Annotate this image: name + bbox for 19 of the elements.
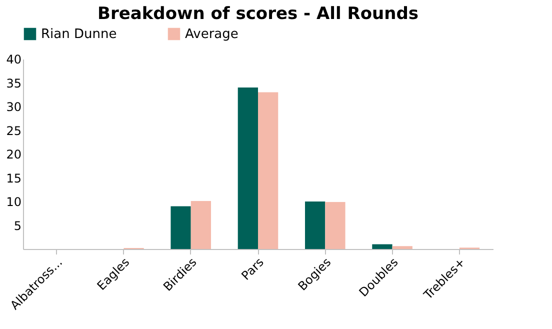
y-tick-label: 5 [14,218,22,233]
y-tick-label: 30 [6,100,22,114]
legend-label: Rian Dunne [41,27,117,42]
y-tick-label: 10 [6,195,22,209]
bar [392,246,412,249]
y-tick-label: 20 [6,148,22,162]
y-tick-label: 40 [6,52,22,66]
bar [190,201,211,249]
chart-title: Breakdown of scores - All Rounds [97,4,419,24]
legend-label: Average [185,27,238,42]
y-tick-label: 35 [6,76,22,90]
y-tick-label: 15 [6,171,22,186]
bar [170,206,191,249]
bar [258,92,278,249]
bar [372,244,392,249]
bar [305,202,326,249]
bar [325,202,346,249]
bar [238,88,258,249]
y-tick-label: 25 [6,124,22,138]
